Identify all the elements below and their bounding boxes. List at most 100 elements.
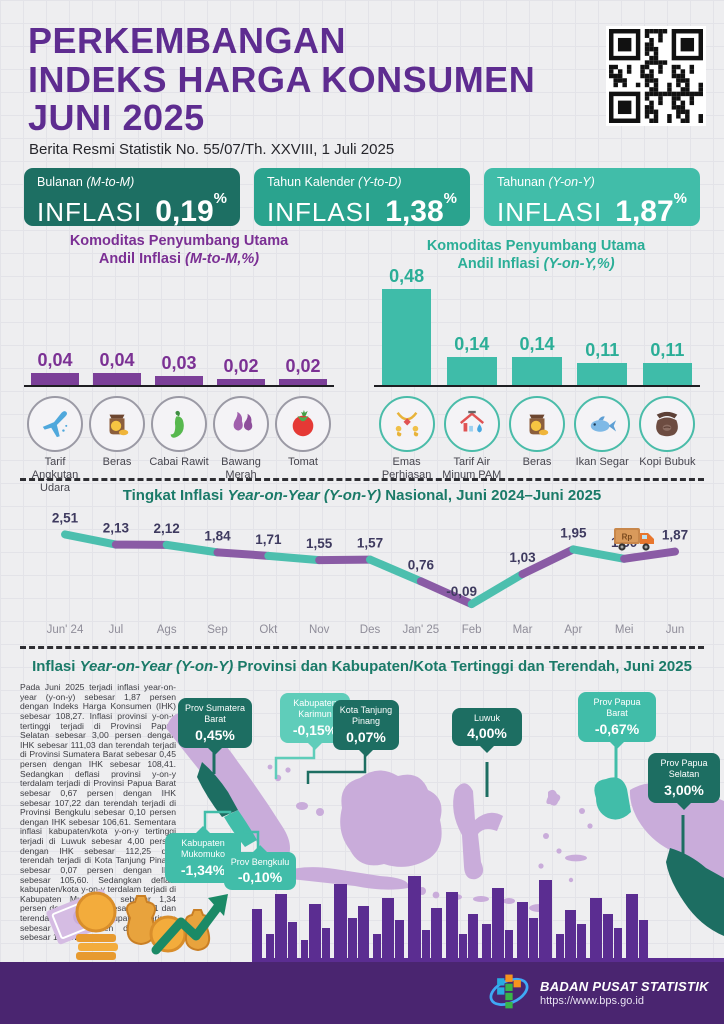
category-label: Ikan Segar [575, 456, 629, 468]
bar-value-label: 0,03 [161, 353, 197, 373]
stat-label: Bulanan [37, 175, 87, 189]
bar-value-label: 0,48 [389, 266, 425, 286]
bar-item: 0,02 [210, 356, 272, 385]
bar [31, 373, 79, 385]
bar-value-label: 0,14 [454, 334, 490, 354]
bar-item: 0,04 [24, 350, 86, 385]
stat-value: 1,87 [615, 195, 674, 228]
svg-text:1,57: 1,57 [357, 536, 383, 551]
bar [381, 289, 432, 385]
title-line-2: INDEKS HARGA KONSUMEN [28, 58, 536, 100]
category-item: Beras [86, 396, 148, 495]
stat-label: Tahunan [497, 175, 549, 189]
title-line-1: PERKEMBANGAN [28, 20, 347, 61]
callout-kota-tanjung-pinang: Kota Tanjung Pinang 0,07% [333, 700, 399, 750]
water-tap-icon [443, 396, 500, 452]
svg-text:1,95: 1,95 [560, 525, 587, 540]
category-item: Kopi Bubuk [635, 396, 700, 482]
title-line-3: JUNI 2025 [28, 97, 205, 139]
bar-item: 0,04 [86, 350, 148, 385]
bar-chart-yoy: 0,48 0,14 0,14 0,11 0,11 Emas Perhiasan Tarif … [374, 266, 700, 482]
footer-url: https://www.bps.go.id [540, 995, 644, 1007]
bar-value-label: 0,02 [223, 356, 259, 376]
callout-prov-sumatera-barat: Prov Sumatera Barat 0,45% [178, 698, 252, 748]
bar-chart-categories: Emas Perhiasan Tarif Air Minum PAM Beras Ik… [374, 396, 700, 482]
category-item: Cabai Rawit [148, 396, 210, 495]
gold-jewelry-icon [378, 396, 435, 452]
svg-text:1,84: 1,84 [204, 528, 231, 543]
category-item: Tarif Angkutan Udara [24, 396, 86, 495]
indonesia-map [150, 670, 724, 965]
svg-text:Okt: Okt [259, 624, 278, 636]
stat-label-period: (Y-to-D) [358, 175, 402, 189]
bar-chart-plot: 0,48 0,14 0,14 0,11 0,11 [374, 266, 700, 387]
city-skyline-silhouette [252, 862, 724, 964]
rice-sack-icon [89, 396, 145, 452]
money-growth-illustration [38, 872, 266, 969]
svg-text:1,87: 1,87 [662, 528, 688, 543]
chili-icon [151, 396, 207, 452]
svg-text:Apr: Apr [564, 624, 582, 636]
footer-bar: BADAN PUSAT STATISTIK https://www.bps.go… [0, 962, 724, 1024]
bar [155, 376, 203, 385]
bar-item: 0,14 [439, 334, 504, 385]
bar-chart-mtm: 0,04 0,04 0,03 0,02 0,02 Tarif Angkutan Udara… [24, 267, 334, 495]
footer-org-name: BADAN PUSAT STATISTIK [540, 979, 709, 994]
stat-unit: % [673, 190, 687, 207]
stat-metric: INFLASI [37, 197, 143, 227]
bar-item: 0,14 [504, 334, 569, 385]
shallot-icon [213, 396, 269, 452]
category-item: Tarif Air Minum PAM [439, 396, 504, 482]
bar [642, 363, 693, 385]
bar [577, 363, 627, 385]
svg-text:Jun: Jun [666, 624, 685, 636]
bar-value-label: 0,02 [285, 356, 321, 376]
bar-value-label: 0,11 [650, 340, 685, 360]
callout-prov-papua-selatan: Prov Papua Selatan 3,00% [648, 753, 720, 803]
stat-metric: INFLASI [497, 197, 603, 227]
bar-chart-plot: 0,04 0,04 0,03 0,02 0,02 [24, 267, 334, 387]
tomato-icon [275, 396, 331, 452]
svg-text:2,13: 2,13 [103, 521, 130, 536]
stat-metric: INFLASI [267, 197, 373, 227]
bar [93, 373, 141, 385]
svg-text:Nov: Nov [309, 624, 330, 636]
bar [512, 357, 562, 385]
category-label: Bawang Merah [221, 456, 261, 481]
category-label: Beras [522, 456, 552, 468]
bar-item: 0,03 [148, 353, 210, 385]
inflation-stat-boxes: Bulanan (M-to-M) INFLASI 0,19% Tahun Kale… [24, 168, 700, 228]
map-section-title: Inflasi Year-on-Year (Y-on-Y) Provinsi d… [32, 658, 692, 675]
svg-text:Rp: Rp [622, 533, 633, 542]
svg-text:Jan' 25: Jan' 25 [402, 624, 439, 636]
svg-text:Jun' 24: Jun' 24 [47, 624, 84, 636]
bar [217, 379, 265, 385]
airplane-icon [27, 396, 83, 452]
callout-prov-papua-barat: Prov Papua Barat -0,67% [578, 692, 656, 742]
bar-value-label: 0,14 [519, 334, 555, 354]
category-label: Beras [102, 456, 132, 468]
svg-text:0,76: 0,76 [408, 557, 435, 572]
svg-text:-0,09: -0,09 [446, 584, 477, 599]
svg-text:2,51: 2,51 [52, 510, 79, 525]
rice-sack-icon [509, 396, 565, 452]
mtm-chart-title: Komoditas Penyumbang Utama Andil Inflasi… [69, 233, 289, 268]
category-item: Beras [504, 396, 569, 482]
bar [447, 357, 497, 385]
category-label: Tarif Air Minum PAM [442, 456, 502, 481]
stat-label-period: (M-to-M) [86, 175, 135, 189]
svg-text:2,12: 2,12 [154, 521, 180, 536]
map-region-papua-selatan [666, 848, 724, 936]
svg-text:Mei: Mei [615, 624, 634, 636]
callout-prov-bengkulu: Prov Bengkulu -0,10% [224, 852, 296, 891]
bar-value-label: 0,11 [585, 340, 620, 360]
money-truck-icon: Rp [612, 524, 658, 559]
bar-item: 0,48 [374, 266, 439, 385]
category-item: Tomat [272, 396, 334, 495]
bar-chart-categories: Tarif Angkutan Udara Beras Cabai Rawit Bawa… [24, 396, 334, 495]
map-region-papua-barat [594, 777, 631, 820]
category-label: Kopi Bubuk [639, 456, 696, 468]
page-title: PERKEMBANGAN INDEKS HARGA KONSUMEN JUNI … [28, 20, 536, 139]
line-chart-title: Tingkat Inflasi Year-on-Year (Y-on-Y) Na… [122, 487, 602, 504]
